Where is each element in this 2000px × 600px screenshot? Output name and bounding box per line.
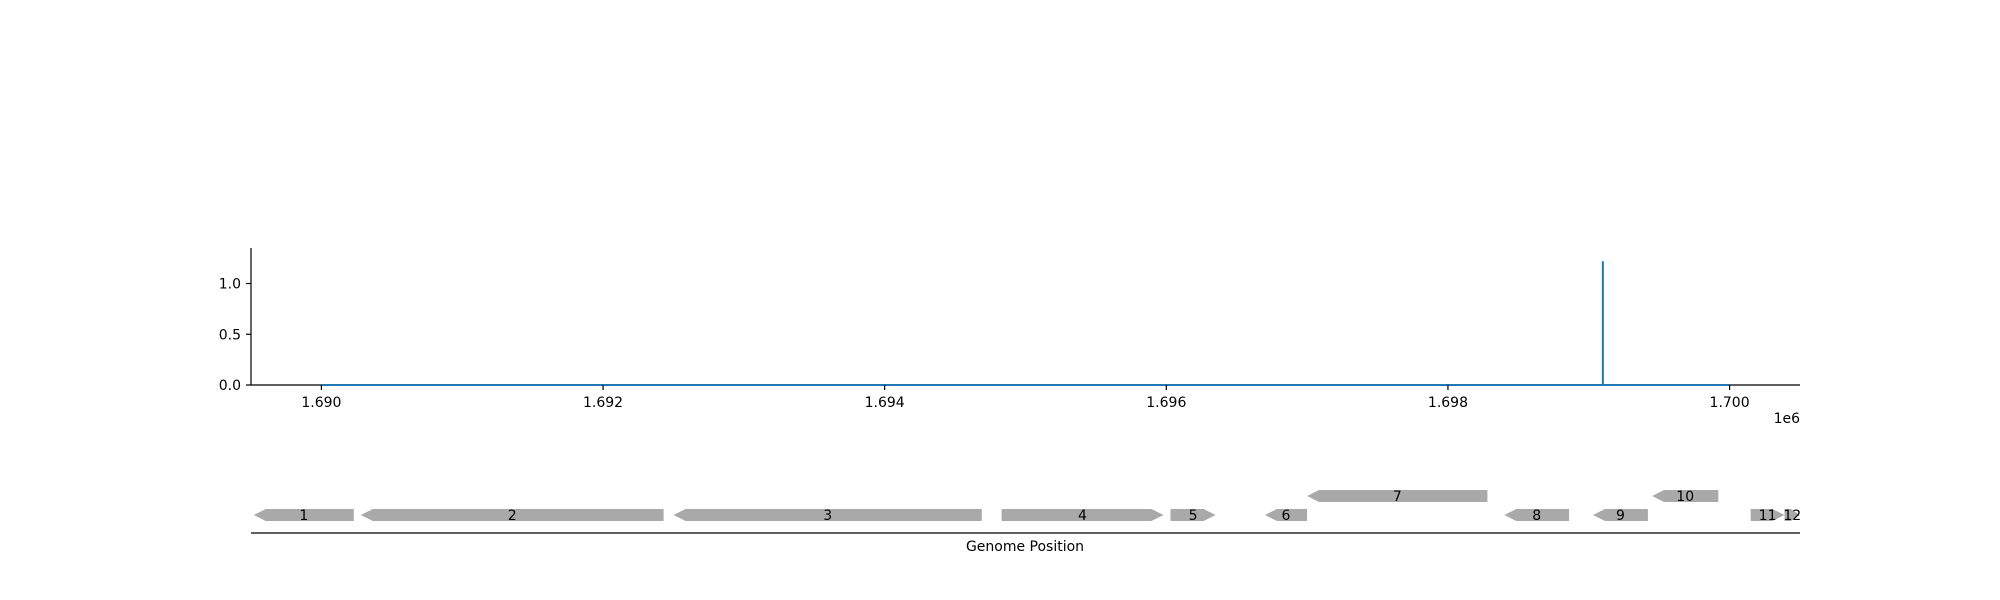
gene-label: 5: [1189, 508, 1198, 524]
x-tick-label: 1.690: [301, 395, 341, 411]
gene-label: 11: [1759, 508, 1777, 524]
gene-label: 8: [1532, 508, 1541, 524]
gene-label: 4: [1078, 508, 1087, 524]
gene-track-xlabel: Genome Position: [966, 539, 1084, 555]
gene-label: 6: [1282, 508, 1291, 524]
gene-label: 10: [1676, 489, 1694, 505]
y-tick-label: 0.0: [219, 378, 241, 394]
x-tick-label: 1.694: [865, 395, 905, 411]
gene-label: 7: [1393, 489, 1402, 505]
x-tick-label: 1.700: [1710, 395, 1750, 411]
gene-arrow: [1750, 509, 1785, 521]
gene-arrow: [1652, 490, 1719, 502]
x-offset-label: 1e6: [1774, 411, 1801, 427]
gene-label: 3: [823, 508, 832, 524]
x-tick-label: 1.696: [1146, 395, 1186, 411]
x-tick-label: 1.692: [583, 395, 623, 411]
gene-arrow: [1264, 509, 1308, 521]
gene-arrow: [1307, 490, 1488, 502]
gene-label: 12: [1783, 508, 1801, 524]
gene-arrow: [1593, 509, 1648, 521]
gene-label: 2: [508, 508, 517, 524]
gene-arrow: [1001, 509, 1164, 521]
gene-arrow: [1784, 509, 1800, 521]
y-tick-label: 1.0: [219, 277, 241, 293]
coverage-plot: 1.690 1.692 1.694 1.696 1.698 1.700 0.0 0.5 1.0…: [219, 248, 1800, 427]
gene-label: 9: [1616, 508, 1625, 524]
gene-arrow: [673, 509, 982, 521]
y-tick-label: 0.5: [219, 327, 241, 343]
gene-arrow: [360, 509, 664, 521]
series-layer: [321, 261, 1730, 386]
series-line-0: [321, 261, 1730, 386]
gene-arrow: [253, 509, 354, 521]
gene-arrow: [1170, 509, 1216, 521]
gene-arrow: [1504, 509, 1570, 521]
x-tick-label: 1.698: [1428, 395, 1468, 411]
y-ticks: 0.0 0.5 1.0: [219, 277, 251, 394]
x-ticks: 1.690 1.692 1.694 1.696 1.698 1.700: [301, 385, 1750, 411]
gene-label: 1: [299, 508, 308, 524]
